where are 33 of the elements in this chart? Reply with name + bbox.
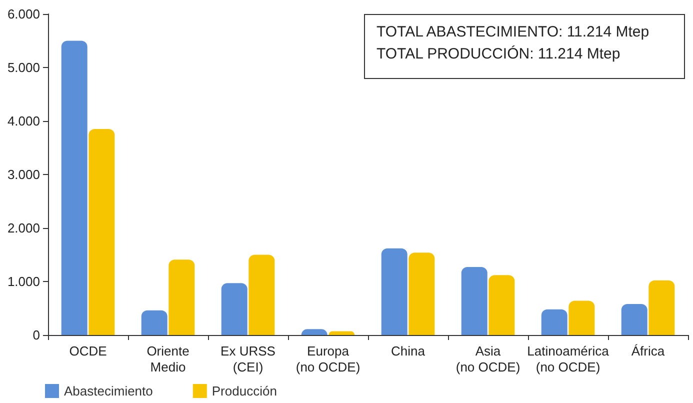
x-tick-label: Oriente Medio xyxy=(146,344,190,374)
bar xyxy=(88,129,115,335)
bar xyxy=(461,267,488,335)
bar xyxy=(381,248,408,335)
bar xyxy=(248,254,275,335)
y-tick-label: 0 xyxy=(32,328,40,342)
bar xyxy=(408,252,435,335)
bar xyxy=(488,275,515,335)
x-tick-label: Europa (no OCDE) xyxy=(296,344,360,374)
bar xyxy=(541,309,568,335)
y-tick-label: 3.000 xyxy=(7,167,40,182)
y-tick-label: 4.000 xyxy=(7,114,40,128)
bar xyxy=(61,40,88,335)
legend-label: Producción xyxy=(212,384,277,398)
y-tick-label: 1.000 xyxy=(7,274,40,289)
bar xyxy=(621,304,648,335)
annotation: TOTAL ABASTECIMIENTO: 11.214 Mtep xyxy=(376,24,650,40)
legend-label: Abastecimiento xyxy=(64,384,153,398)
x-tick-label: Ex URSS (CEI) xyxy=(220,344,276,374)
annotation: TOTAL PRODUCCIÓN: 11.214 Mtep xyxy=(376,44,620,62)
x-tick-label: Latinoamérica (no OCDE) xyxy=(527,344,610,374)
bar xyxy=(168,260,195,335)
x-tick-label: Asia (no OCDE) xyxy=(456,344,520,374)
x-tick-label: África xyxy=(631,344,666,358)
bar xyxy=(568,300,595,335)
bar xyxy=(648,280,675,335)
bar xyxy=(221,283,248,335)
x-tick-label: OCDE xyxy=(69,344,108,358)
x-tick-label: China xyxy=(391,344,426,358)
y-tick-label: 6.000 xyxy=(7,6,40,22)
bar xyxy=(141,310,168,335)
y-tick-label: 5.000 xyxy=(7,60,40,75)
y-tick-label: 2.000 xyxy=(7,220,40,236)
